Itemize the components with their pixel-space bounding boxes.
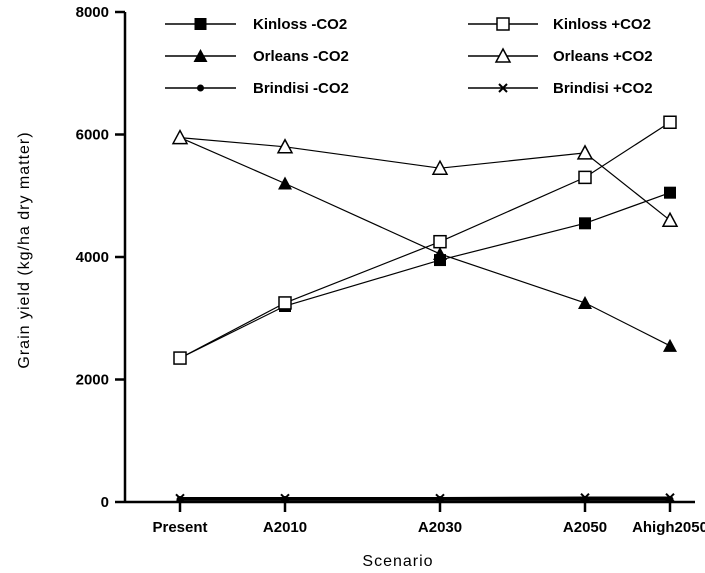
x-tick-label: Ahigh2050 [632,519,705,536]
x-axis-title: Scenario [362,553,433,570]
legend-label: Kinloss -CO2 [253,16,347,33]
series-layer [171,115,679,504]
data-point-brindisi-minus-co2 [666,496,674,504]
data-point-kinloss-minus-co2 [579,217,591,230]
data-point-kinloss-plusminus-co2 [173,351,187,365]
y-tick-label: 8000 [76,4,109,21]
data-point-brindisi-plusminus-co2 [435,493,445,504]
data-point-brindisi-plusminus-co2 [665,493,675,503]
x-ticks: Present A2010 A2030 A2050 Ahigh2050 [152,502,705,536]
y-tick-label: 2000 [76,372,109,389]
legend-marker [494,47,512,63]
data-point-brindisi-minus-co2 [581,496,589,504]
legend-marker [194,18,207,30]
data-point-brindisi-plusminus-co2 [580,493,590,503]
legend-label: Orleans -CO2 [253,48,349,65]
x-tick-label: A2010 [263,519,307,536]
legend-label: Brindisi +CO2 [553,80,653,97]
series-line-brindisi-plusminus-co2 [180,496,670,500]
data-point-kinloss-plusminus-co2 [663,115,677,129]
data-point-kinloss-plusminus-co2 [278,296,292,310]
data-point-orleans-plusminus-co2 [431,159,449,175]
legend-label: Brindisi -CO2 [253,80,349,97]
data-point-brindisi-plusminus-co2 [175,493,185,504]
legend-marker [498,83,508,93]
y-tick-label: 6000 [76,127,109,144]
data-point-orleans-minus-co2 [433,246,447,260]
data-point-orleans-minus-co2 [278,176,292,190]
data-point-kinloss-plusminus-co2 [578,170,592,185]
x-tick-label: Present [152,519,207,536]
y-axis-title: Grain yield (kg/ha dry matter) [16,131,33,368]
data-point-orleans-plusminus-co2 [576,144,594,160]
series-line-kinloss-minus-co2 [179,192,671,359]
data-point-orleans-plusminus-co2 [276,138,294,154]
legend: Kinloss -CO2 Kinloss +CO2 Orleans -CO2 Orle… [165,16,653,97]
data-point-orleans-minus-co2 [578,295,592,309]
legend-marker [193,49,208,62]
data-point-orleans-plusminus-co2 [661,211,679,227]
y-tick-label: 4000 [76,249,109,266]
data-point-orleans-minus-co2 [663,338,677,352]
series-line-orleans-minus-co2 [179,137,671,347]
legend-marker [197,84,204,92]
data-point-brindisi-plusminus-co2 [280,493,290,504]
series-line-kinloss-plusminus-co2 [179,121,671,359]
legend-label: Orleans +CO2 [553,48,653,65]
data-point-kinloss-plusminus-co2 [433,234,447,249]
data-point-kinloss-minus-co2 [664,186,676,199]
series-line-orleans-plusminus-co2 [179,137,671,221]
legend-marker [496,17,510,31]
legend-label: Kinloss +CO2 [553,16,651,33]
x-tick-label: A2030 [418,519,462,536]
y-tick-label: 0 [101,494,109,511]
x-tick-label: A2050 [563,519,607,536]
data-point-orleans-plusminus-co2 [171,128,189,145]
y-ticks: 0 2000 4000 6000 8000 [76,4,125,511]
